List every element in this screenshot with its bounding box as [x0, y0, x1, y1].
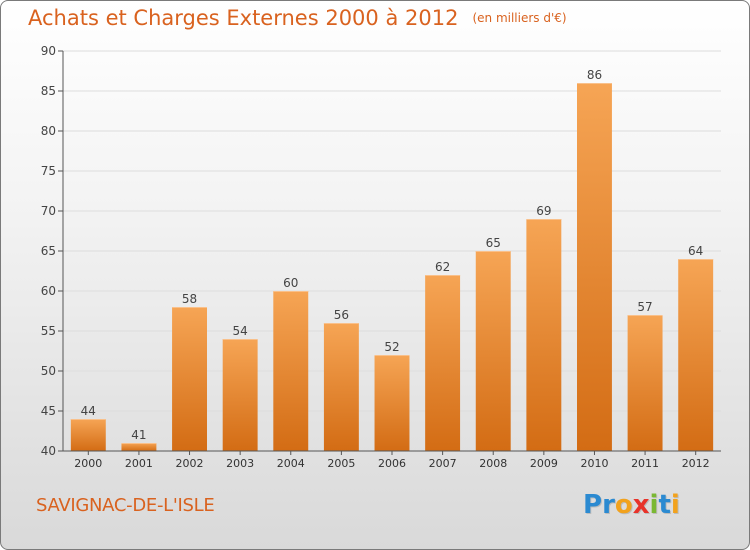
logo-letter: i — [670, 490, 680, 520]
bar-2001 — [121, 443, 157, 451]
bars — [70, 83, 714, 451]
data-label-2010: 86 — [587, 68, 602, 82]
bar-2004 — [273, 291, 309, 451]
y-tick-label: 85 — [41, 84, 56, 98]
bar-2012 — [678, 259, 714, 451]
y-tick-label: 45 — [41, 404, 56, 418]
logo-letter: r — [602, 490, 615, 520]
data-labels: 44 41 58 54 60 56 52 62 65 69 86 57 64 — [81, 68, 704, 442]
x-tick-label-2002: 2002 — [176, 457, 204, 470]
bar-2011 — [627, 315, 663, 451]
bar-2005 — [323, 323, 359, 451]
y-tick-label: 70 — [41, 204, 56, 218]
x-tick-label-2006: 2006 — [378, 457, 406, 470]
bar-2009 — [526, 219, 562, 451]
data-label-2002: 58 — [182, 292, 197, 306]
axes: 40 45 50 55 60 65 70 75 80 85 90 2000 2001 2002 2003 20… — [41, 44, 721, 470]
bar-2000 — [70, 419, 106, 451]
data-label-2005: 56 — [334, 308, 349, 322]
x-tick-label-2007: 2007 — [429, 457, 457, 470]
proxiti-logo: Proxiti — [583, 490, 680, 520]
chart-title: Achats et Charges Externes 2000 à 2012 (e… — [28, 6, 567, 30]
logo-letter: o — [614, 490, 633, 520]
data-label-2003: 54 — [233, 324, 248, 338]
logo-letter: t — [658, 490, 671, 520]
bar-2006 — [374, 355, 410, 451]
x-tick-label-2004: 2004 — [277, 457, 305, 470]
x-tick-label-2009: 2009 — [530, 457, 558, 470]
data-label-2011: 57 — [637, 300, 652, 314]
x-tick-label-2010: 2010 — [580, 457, 608, 470]
y-tick-label: 75 — [41, 164, 56, 178]
logo-letter: x — [632, 490, 650, 520]
y-tick-label: 80 — [41, 124, 56, 138]
data-label-2012: 64 — [688, 244, 703, 258]
y-tick-label: 55 — [41, 324, 56, 338]
data-label-2000: 44 — [81, 404, 96, 418]
data-label-2004: 60 — [283, 276, 298, 290]
data-label-2009: 69 — [536, 204, 551, 218]
town-name: SAVIGNAC-DE-L'ISLE — [36, 495, 215, 516]
bar-2003 — [222, 339, 258, 451]
x-tick-label-2005: 2005 — [327, 457, 355, 470]
bar-2007 — [425, 275, 461, 451]
bar-2010 — [576, 83, 612, 451]
x-tick-label-2001: 2001 — [125, 457, 153, 470]
data-label-2001: 41 — [131, 428, 146, 442]
y-tick-label: 50 — [41, 364, 56, 378]
x-tick-label-2008: 2008 — [479, 457, 507, 470]
x-tick-label-2000: 2000 — [74, 457, 102, 470]
bar-2008 — [475, 251, 511, 451]
y-tick-label: 40 — [41, 444, 56, 458]
chart-title-text: Achats et Charges Externes 2000 à 2012 — [28, 6, 459, 30]
y-tick-label: 90 — [41, 44, 56, 58]
x-tick-label-2012: 2012 — [682, 457, 710, 470]
x-tick-label-2011: 2011 — [631, 457, 659, 470]
x-tick-label-2003: 2003 — [226, 457, 254, 470]
data-label-2006: 52 — [384, 340, 399, 354]
data-label-2007: 62 — [435, 260, 450, 274]
y-tick-label: 60 — [41, 284, 56, 298]
logo-letter: i — [649, 490, 659, 520]
y-tick-label: 65 — [41, 244, 56, 258]
logo-letter: P — [583, 490, 603, 520]
chart-subtitle: (en milliers d'€) — [472, 11, 567, 25]
data-label-2008: 65 — [486, 236, 501, 250]
bar-2002 — [172, 307, 208, 451]
